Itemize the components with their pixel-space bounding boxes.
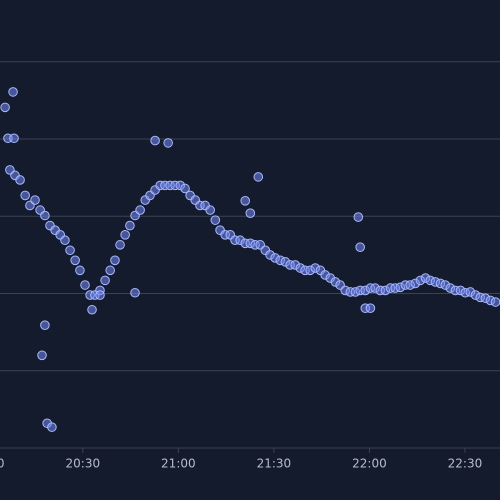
point [75,265,85,276]
x-tick-label: 21:00 [161,457,196,471]
point [245,208,256,218]
point [130,287,140,298]
point [110,255,120,266]
point [180,183,190,194]
x-tick-label: 22:30 [448,457,483,471]
point [205,205,215,215]
point [355,242,365,252]
point [40,320,50,330]
point [9,133,19,144]
point [47,422,57,432]
point [150,135,160,146]
x-tick-label: 20:00 [0,457,5,471]
point [163,138,173,148]
point [353,212,364,222]
point [253,172,264,182]
x-tick-label: 20:30 [66,457,101,471]
point [65,245,75,256]
point [37,350,47,361]
point [80,280,90,290]
x-tick-label: 22:00 [352,457,387,471]
point [20,190,30,201]
point [40,210,50,221]
point [210,215,221,225]
x-tick-label: 21:30 [257,457,292,471]
point [115,240,125,250]
point [135,205,145,215]
point [60,235,70,246]
point [120,230,130,240]
point [365,303,376,313]
point [105,265,115,276]
point [70,255,80,266]
point [87,304,97,315]
point [95,290,105,300]
point [0,102,10,113]
point [30,195,40,205]
point [240,196,251,206]
point [8,87,18,97]
point [100,275,110,286]
point [125,220,135,231]
point [490,297,500,307]
point [15,175,25,185]
